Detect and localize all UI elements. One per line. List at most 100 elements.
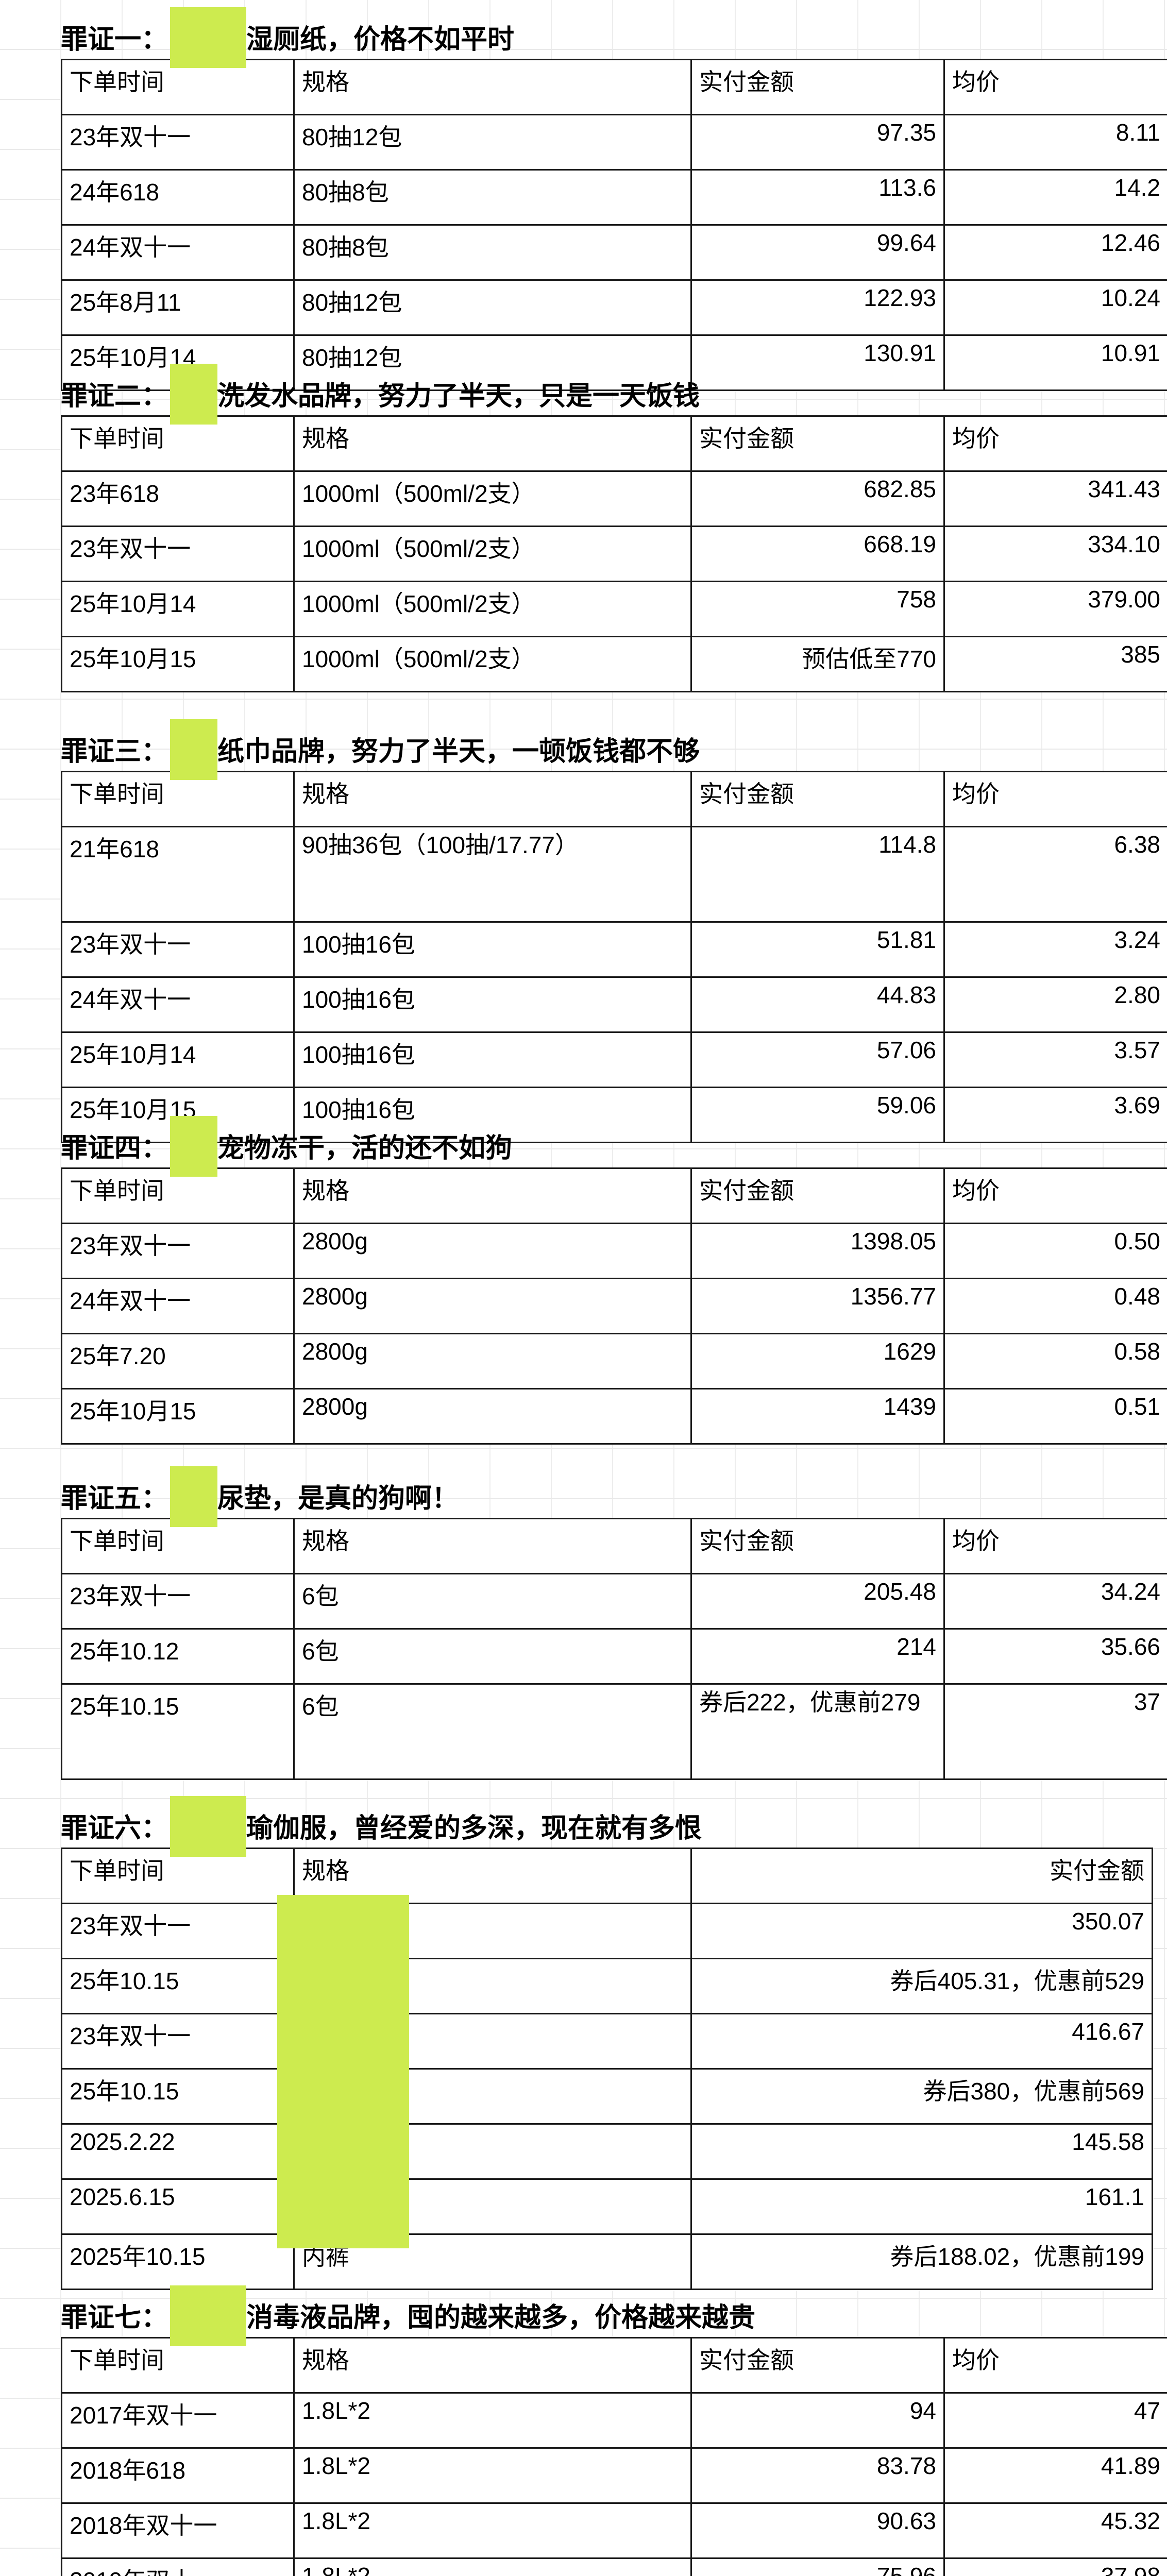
cell-time: 2017年双十一 — [61, 2392, 295, 2449]
section-sec1: 罪证一： 湿厕纸，价格不如平时 下单时间 规格 实付金额 均价 23年双十一 80抽12包 97… — [61, 7, 1167, 391]
cell-paid: 113.6 — [690, 169, 945, 226]
cell-time: 24年双十一 — [61, 224, 295, 281]
column-header-time: 下单时间 — [61, 1167, 295, 1224]
cell-avg: 47 — [943, 2392, 1167, 2449]
cell-paid: 83.78 — [690, 2447, 945, 2504]
cell-avg: 10.24 — [943, 279, 1167, 336]
cell-paid: 161.1 — [690, 2178, 1153, 2235]
cell-time: 25年8月11 — [61, 279, 295, 336]
cell-paid: 90.63 — [690, 2502, 945, 2559]
table-header-row: 下单时间 规格 实付金额 均价 — [61, 771, 1167, 827]
section-title-prefix: 罪证四： — [61, 1133, 168, 1163]
table-row: 25年10.15 6包 券后222，优惠前279 37 — [61, 1683, 1167, 1780]
column-header-paid: 实付金额 — [690, 1167, 945, 1224]
table-row: 23年双十一 瑜伽裤 416.67 — [61, 2013, 1153, 2070]
cell-time: 2025年10.15 — [61, 2233, 295, 2290]
cell-spec: 1.8L*2 — [293, 2447, 692, 2504]
cell-time: 24年618 — [61, 169, 295, 226]
cell-paid: 214 — [690, 1628, 945, 1685]
cell-time: 25年10.15 — [61, 1958, 295, 2014]
cell-spec: 6包 — [293, 1573, 692, 1630]
cell-time: 23年双十一 — [61, 1903, 295, 1959]
section-title-prefix: 罪证二： — [61, 381, 168, 411]
table-row: 2018年618 1.8L*2 83.78 41.89 — [61, 2447, 1167, 2504]
table-row: 23年双十一裤 350.07 — [61, 1903, 1153, 1959]
cell-spec: 内裤 — [293, 2178, 692, 2235]
cell-avg: 341.43 — [943, 470, 1167, 527]
section-title: 罪证三： 纸巾品牌，努力了半天，一顿饭钱都不够 — [61, 719, 1104, 780]
cell-spec: 6包 — [293, 1628, 692, 1685]
section-sec6: 罪证六： 瑜伽服，曾经爱的多深，现在就有多恨 下单时间 规格 实付金额 23年双十一裤 35… — [61, 1796, 1153, 2290]
cell-spec: 瑜伽裤 — [293, 2013, 692, 2070]
cell-spec: 1000ml（500ml/2支） — [293, 636, 692, 692]
cell-spec: 2800g — [293, 1278, 692, 1334]
cell-avg: 10.91 — [943, 334, 1167, 391]
cell-time: 23年双十一 — [61, 2013, 295, 2070]
column-header-time: 下单时间 — [61, 1518, 295, 1574]
cell-paid: 1439 — [690, 1388, 945, 1445]
cell-spec: 2800g — [293, 1223, 692, 1279]
purchase-history-table: 下单时间 规格 实付金额 均价 23年双十一 80抽12包 97.35 8.11 24年618 8… — [61, 59, 1167, 391]
section-title-suffix: 纸巾品牌，努力了半天，一顿饭钱都不够 — [217, 737, 700, 767]
redacted-brand-name — [170, 2285, 247, 2346]
column-header-paid: 实付金额 — [690, 2337, 945, 2394]
cell-paid: 59.06 — [690, 1087, 945, 1143]
table-row: 25年10.15 裤券后405.31，优惠前529 — [61, 1958, 1153, 2014]
cell-paid: 99.64 — [690, 224, 945, 281]
cell-time: 2018年618 — [61, 2447, 295, 2504]
table-row: 25年10月14 100抽16包 57.06 3.57 — [61, 1031, 1167, 1088]
section-sec5: 罪证五： 尿垫，是真的狗啊！ 下单时间 规格 实付金额 均价 23年双十一 6包 205.48 3… — [61, 1466, 1167, 1780]
cell-spec: 80抽12包 — [293, 334, 692, 391]
cell-avg: 37.98 — [943, 2557, 1167, 2576]
table-header-row: 下单时间 规格 实付金额 均价 — [61, 59, 1167, 115]
column-header-time: 下单时间 — [61, 1848, 295, 1904]
table-header-row: 下单时间 规格 实付金额 均价 — [61, 1167, 1167, 1224]
cell-paid: 1398.05 — [690, 1223, 945, 1279]
cell-avg: 0.51 — [943, 1388, 1167, 1445]
column-header-avg: 均价 — [943, 1518, 1167, 1574]
cell-paid: 44.83 — [690, 976, 945, 1033]
column-header-avg: 均价 — [943, 1167, 1167, 1224]
section-title-suffix: 瑜伽服，曾经爱的多深，现在就有多恨 — [246, 1814, 702, 1843]
table-row: 2018年双十一 1.8L*2 90.63 45.32 — [61, 2502, 1167, 2559]
cell-avg: 8.11 — [943, 114, 1167, 171]
cell-paid: 94 — [690, 2392, 945, 2449]
table-row: 25年10.15 瑜伽裤 券后380，优惠前569 — [61, 2068, 1153, 2125]
cell-paid: 122.93 — [690, 279, 945, 336]
cell-paid: 券后405.31，优惠前529 — [690, 1958, 1153, 2014]
cell-time: 25年10月15 — [61, 1388, 295, 1445]
cell-spec: 内裤 — [293, 2123, 692, 2180]
cell-time: 25年10.15 — [61, 2068, 295, 2125]
column-header-time: 下单时间 — [61, 771, 295, 827]
redacted-brand-name — [170, 1796, 247, 1857]
cell-time: 23年双十一 — [61, 526, 295, 582]
column-header-avg: 均价 — [943, 59, 1167, 115]
cell-paid: 114.8 — [690, 826, 945, 923]
cell-paid: 145.58 — [690, 2123, 1153, 2180]
column-header-avg: 均价 — [943, 415, 1167, 472]
table-header-row: 下单时间 规格 实付金额 均价 — [61, 2337, 1167, 2394]
cell-spec: 80抽8包 — [293, 224, 692, 281]
column-header-time: 下单时间 — [61, 415, 295, 472]
section-sec7: 罪证七： 消毒液品牌，囤的越来越多，价格越来越贵 下单时间 规格 实付金额 均价 2017年… — [61, 2285, 1167, 2576]
section-title-prefix: 罪证一： — [61, 25, 168, 55]
redacted-brand-name — [170, 364, 218, 425]
cell-paid: 75.96 — [690, 2557, 945, 2576]
purchase-history-table: 下单时间 规格 实付金额 均价 23年双十一 6包 205.48 34.24 25年10.12 6… — [61, 1518, 1167, 1780]
cell-spec: 80抽12包 — [293, 114, 692, 171]
cell-paid: 682.85 — [690, 470, 945, 527]
redacted-brand-name — [170, 1466, 218, 1527]
cell-time: 25年7.20 — [61, 1333, 295, 1389]
cell-avg: 37 — [943, 1683, 1167, 1780]
cell-time: 2025.6.15 — [61, 2178, 295, 2235]
column-header-avg: 均价 — [943, 771, 1167, 827]
column-header-spec: 规格 — [293, 771, 692, 827]
cell-paid: 97.35 — [690, 114, 945, 171]
cell-avg: 0.58 — [943, 1333, 1167, 1389]
cell-avg: 0.48 — [943, 1278, 1167, 1334]
cell-spec: 100抽16包 — [293, 921, 692, 978]
cell-spec: 80抽12包 — [293, 279, 692, 336]
table-row: 24年618 80抽8包 113.6 14.2 — [61, 169, 1167, 226]
redacted-brand-name — [170, 7, 247, 68]
column-header-paid: 实付金额 — [690, 1848, 1153, 1904]
